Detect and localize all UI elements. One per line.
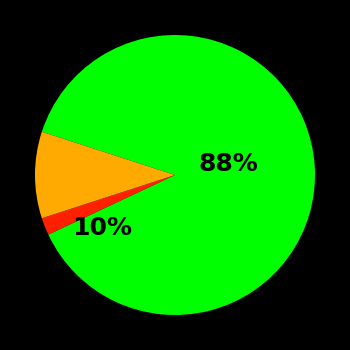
Text: 88%: 88% xyxy=(198,152,258,176)
Wedge shape xyxy=(42,175,175,234)
Wedge shape xyxy=(42,35,315,315)
Wedge shape xyxy=(35,132,175,218)
Text: 10%: 10% xyxy=(72,216,132,240)
